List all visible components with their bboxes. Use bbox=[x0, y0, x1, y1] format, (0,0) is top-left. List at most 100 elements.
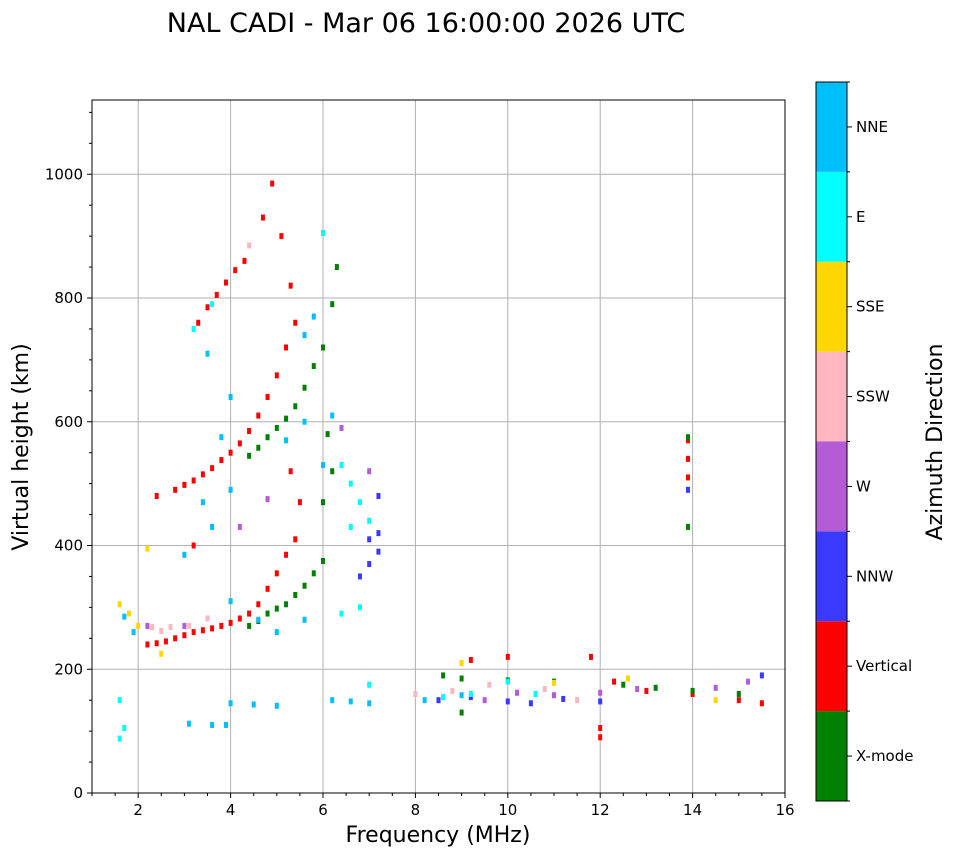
data-point-vertical bbox=[265, 394, 270, 400]
data-point-sse bbox=[713, 697, 718, 704]
y-tick-label: 0 bbox=[73, 784, 83, 802]
data-point-nnw bbox=[505, 698, 510, 705]
data-point-vertical bbox=[219, 622, 224, 629]
data-point-x-mode bbox=[321, 499, 325, 506]
data-point-ssw bbox=[150, 624, 155, 631]
data-point-w bbox=[746, 678, 751, 685]
data-point-x-mode bbox=[274, 605, 279, 612]
y-tick-label: 400 bbox=[54, 537, 83, 555]
data-point-sse bbox=[159, 650, 164, 657]
data-point-vertical bbox=[256, 412, 261, 419]
data-point-vertical bbox=[182, 632, 187, 639]
data-point-vertical bbox=[237, 615, 242, 622]
data-point-x-mode bbox=[284, 601, 289, 608]
data-point-w bbox=[339, 424, 344, 431]
data-point-nnw bbox=[376, 530, 381, 537]
data-point-e bbox=[533, 691, 538, 697]
data-point-vertical bbox=[256, 601, 261, 608]
colorbar-label: SSE bbox=[856, 298, 885, 316]
x-tick-label: 12 bbox=[591, 801, 610, 819]
data-point-nnw bbox=[561, 695, 566, 702]
data-point-sse bbox=[552, 679, 556, 686]
data-point-vertical bbox=[685, 474, 690, 481]
data-point-nne bbox=[223, 721, 228, 728]
y-tick-label: 600 bbox=[54, 413, 83, 431]
data-point-w bbox=[713, 684, 718, 691]
data-point-vertical bbox=[284, 344, 289, 351]
data-point-x-mode bbox=[302, 582, 307, 589]
colorbar-segment bbox=[816, 441, 847, 532]
x-tick-label: 8 bbox=[411, 801, 421, 819]
colorbar-segment bbox=[816, 621, 847, 712]
data-point-sse bbox=[136, 622, 141, 629]
data-point-vertical bbox=[154, 493, 159, 499]
data-point-vertical bbox=[237, 440, 242, 447]
data-point-nne bbox=[302, 332, 307, 339]
data-point-vertical bbox=[468, 656, 473, 663]
data-point-vertical bbox=[270, 180, 275, 187]
data-point-e bbox=[468, 691, 473, 697]
colorbar-label: W bbox=[856, 477, 871, 495]
data-point-e bbox=[357, 604, 362, 611]
y-tick-label: 200 bbox=[54, 660, 83, 678]
data-point-nnw bbox=[357, 573, 362, 580]
data-point-vertical bbox=[247, 610, 252, 617]
data-point-x-mode bbox=[334, 264, 339, 271]
data-point-nne bbox=[219, 434, 224, 441]
data-point-ssw bbox=[187, 622, 192, 629]
data-point-vertical bbox=[196, 319, 201, 326]
colorbar-segment bbox=[816, 351, 847, 442]
data-point-nne bbox=[210, 721, 215, 728]
data-point-e bbox=[191, 325, 196, 332]
data-point-x-mode bbox=[247, 622, 252, 629]
data-point-e bbox=[367, 681, 372, 688]
data-point-w bbox=[635, 686, 640, 693]
data-point-x-mode bbox=[690, 687, 695, 694]
data-point-vertical bbox=[736, 697, 741, 704]
data-point-sse bbox=[126, 610, 131, 617]
data-point-x-mode bbox=[621, 681, 626, 688]
data-point-e bbox=[210, 301, 215, 308]
colorbar-segment bbox=[816, 82, 847, 172]
data-point-vertical bbox=[274, 570, 279, 577]
data-point-e bbox=[357, 499, 362, 506]
data-point-nne bbox=[348, 698, 353, 705]
data-point-x-mode bbox=[321, 557, 325, 564]
colorbar: X-mode Vertical NNW W SSW SSE E NNE bbox=[815, 81, 913, 802]
data-point-nnw bbox=[367, 536, 372, 543]
data-point-e bbox=[321, 230, 325, 237]
data-point-nnw bbox=[759, 672, 764, 679]
data-point-sse bbox=[117, 601, 122, 608]
data-point-nne bbox=[210, 523, 215, 530]
data-point-ssw bbox=[575, 697, 580, 704]
data-point-nne bbox=[302, 616, 307, 623]
y-tick-label: 1000 bbox=[45, 165, 83, 183]
data-point-x-mode bbox=[459, 709, 464, 716]
colorbar-segment bbox=[816, 171, 847, 262]
data-point-x-mode bbox=[274, 424, 279, 431]
data-point-sse bbox=[625, 675, 630, 682]
data-point-vertical bbox=[288, 468, 293, 475]
data-point-x-mode bbox=[302, 384, 307, 391]
data-point-e bbox=[348, 480, 353, 487]
data-point-nnw bbox=[376, 493, 381, 499]
y-axis-label: Virtual height (km) bbox=[9, 343, 34, 550]
x-tick-label: 16 bbox=[775, 801, 794, 819]
data-point-vertical bbox=[173, 486, 178, 493]
data-point-x-mode bbox=[330, 301, 335, 308]
data-point-vertical bbox=[288, 282, 293, 289]
data-point-e bbox=[339, 462, 344, 469]
grid-lines bbox=[92, 100, 786, 794]
data-point-vertical bbox=[228, 449, 233, 456]
data-point-vertical bbox=[293, 536, 298, 543]
colorbar-segment bbox=[816, 261, 847, 352]
data-point-x-mode bbox=[293, 403, 298, 410]
data-point-x-mode bbox=[330, 468, 335, 475]
data-point-vertical bbox=[205, 304, 210, 311]
data-point-nne bbox=[274, 702, 279, 709]
x-tick-label: 2 bbox=[133, 801, 143, 819]
data-point-e bbox=[367, 517, 372, 524]
data-point-ssw bbox=[542, 686, 547, 693]
data-point-vertical bbox=[210, 465, 215, 472]
data-point-nne bbox=[459, 692, 464, 699]
